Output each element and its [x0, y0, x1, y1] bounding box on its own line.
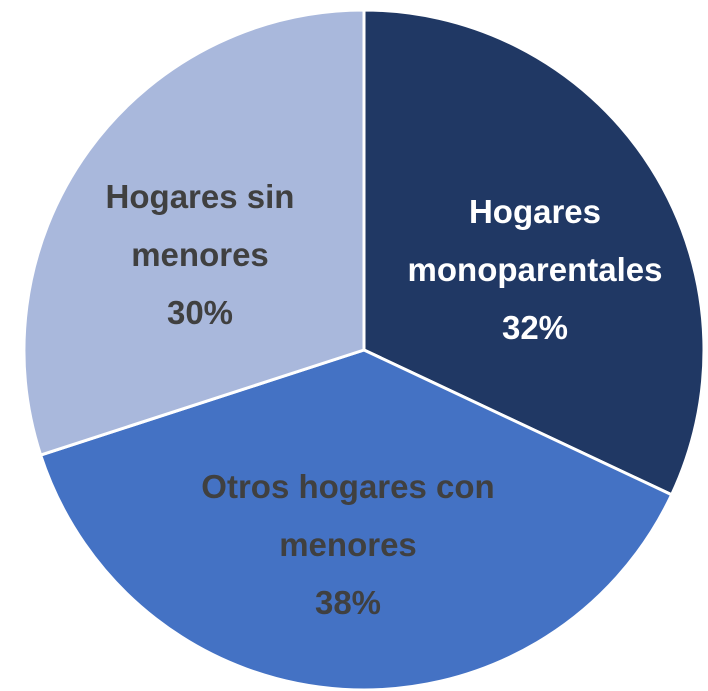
- category-label: Hogares monoparentales: [407, 193, 663, 288]
- value-label: 30%: [166, 294, 234, 331]
- category-label: Otros hogares con menores: [201, 468, 495, 563]
- slice-label: Hogares sin menores 30%: [70, 168, 330, 342]
- pie-slice: [38, 348, 674, 691]
- pie-slice: [362, 8, 706, 497]
- category-label: Hogares sin menores: [105, 178, 295, 273]
- pie-slice: [22, 8, 366, 457]
- value-label: 38%: [314, 584, 382, 621]
- slice-label: Hogares monoparentales 32%: [370, 183, 700, 357]
- slice-label: Otros hogares con menores 38%: [198, 458, 498, 632]
- value-label: 32%: [501, 309, 569, 346]
